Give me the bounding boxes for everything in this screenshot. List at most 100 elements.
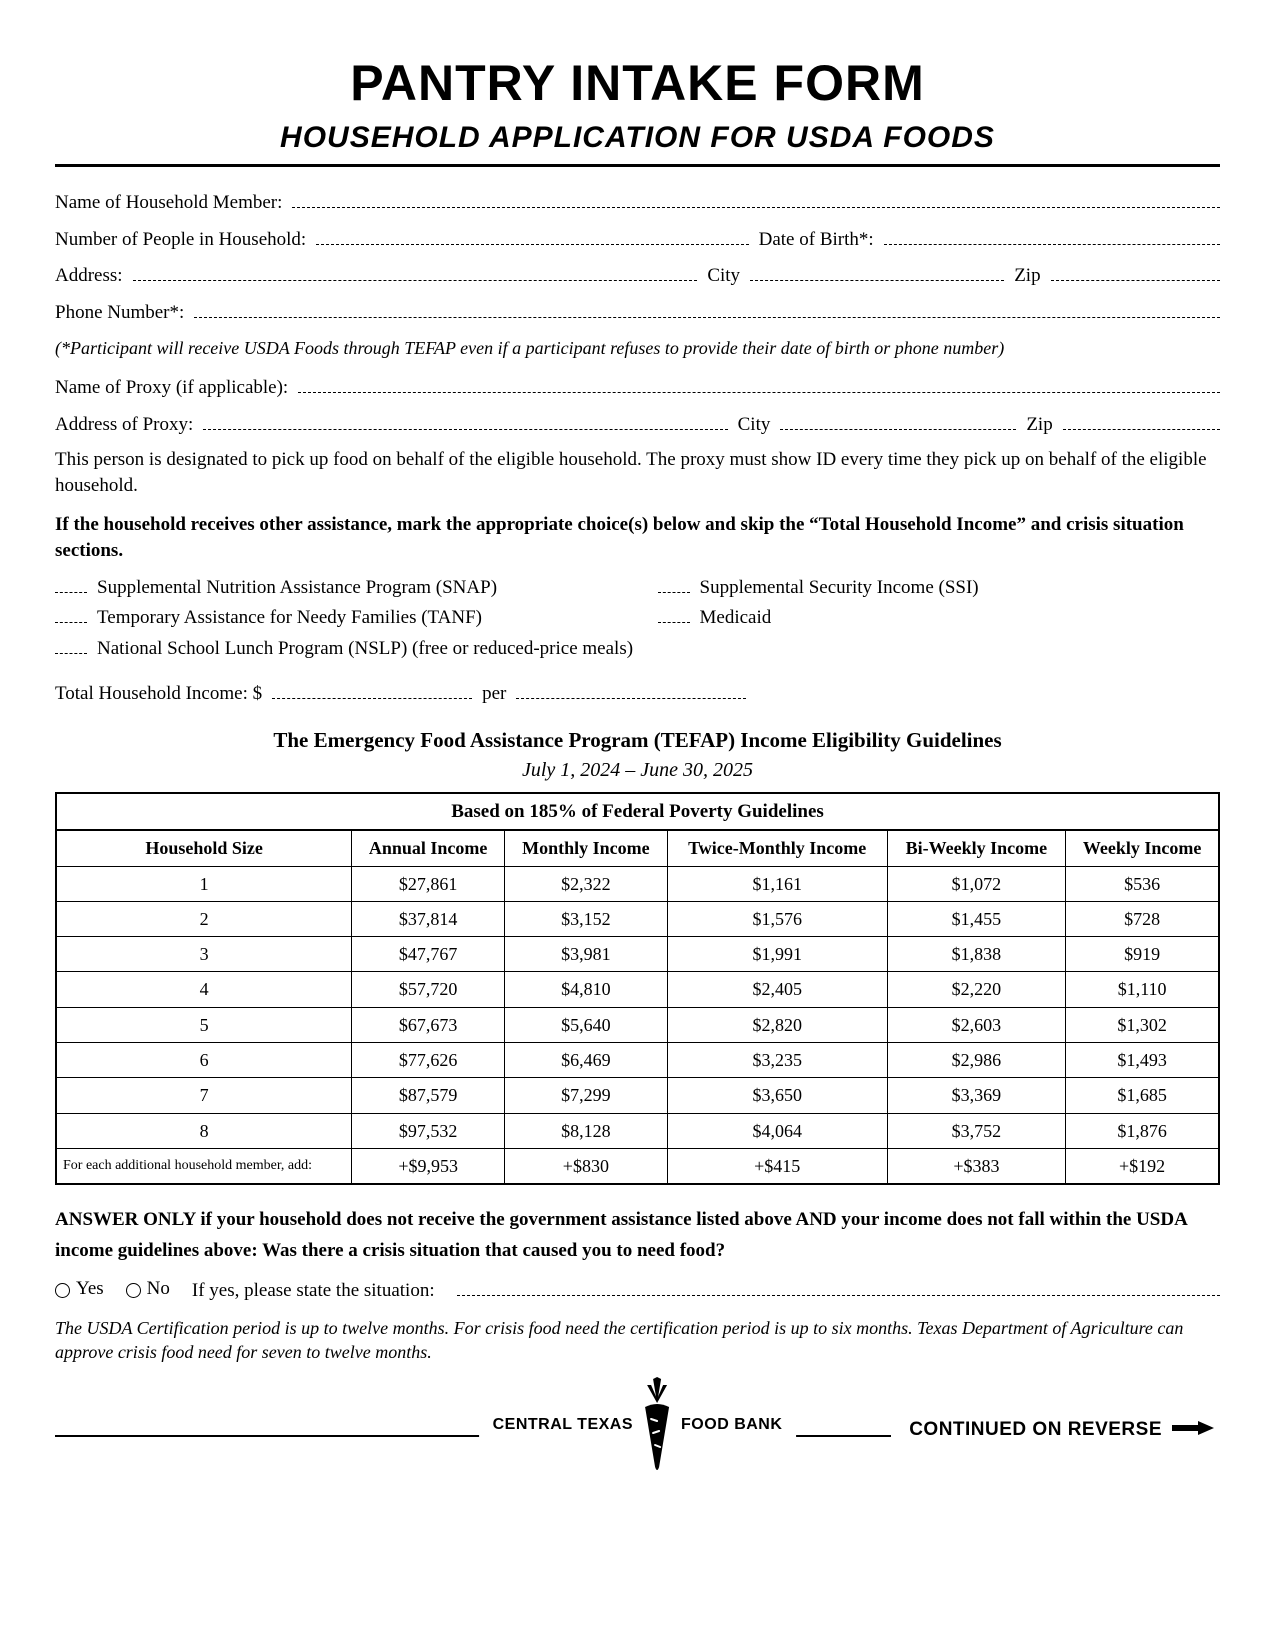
certification-note: The USDA Certification period is up to t… xyxy=(55,1316,1220,1365)
tanf-label: Temporary Assistance for Needy Families … xyxy=(97,605,482,631)
table-cell: $1,876 xyxy=(1066,1113,1219,1148)
tefap-table: Based on 185% of Federal Poverty Guideli… xyxy=(55,792,1220,1186)
table-cell: +$830 xyxy=(504,1148,667,1184)
table-cell: $1,302 xyxy=(1066,1007,1219,1042)
tefap-title: The Emergency Food Assistance Program (T… xyxy=(55,726,1220,754)
table-cell: $8,128 xyxy=(504,1113,667,1148)
table-cell: $47,767 xyxy=(352,937,505,972)
crisis-question: ANSWER ONLY if your household does not r… xyxy=(55,1205,1220,1266)
brand-left: CENTRAL TEXAS xyxy=(493,1414,633,1436)
total-income-per-label: per xyxy=(482,681,506,707)
num-people-label: Number of People in Household: xyxy=(55,227,306,253)
dob-label: Date of Birth*: xyxy=(759,227,874,253)
num-people-field[interactable] xyxy=(316,226,748,245)
table-cell: $1,991 xyxy=(667,937,887,972)
table-cell: $5,640 xyxy=(504,1007,667,1042)
continued-label: CONTINUED ON REVERSE xyxy=(909,1417,1162,1443)
table-cell: $57,720 xyxy=(352,972,505,1007)
table-cell: +$415 xyxy=(667,1148,887,1184)
table-row: 4$57,720$4,810$2,405$2,220$1,110 xyxy=(56,972,1219,1007)
phone-field[interactable] xyxy=(194,299,1220,318)
tefap-col-header: Household Size xyxy=(56,830,352,866)
table-cell: $1,072 xyxy=(887,866,1066,901)
table-cell: $3,650 xyxy=(667,1078,887,1113)
snap-label: Supplemental Nutrition Assistance Progra… xyxy=(97,575,497,601)
page-subtitle: HOUSEHOLD APPLICATION FOR USDA FOODS xyxy=(55,118,1220,159)
name-field[interactable] xyxy=(292,189,1220,208)
crisis-no-label: No xyxy=(147,1276,170,1302)
proxy-zip-field[interactable] xyxy=(1063,411,1220,430)
table-cell: 2 xyxy=(56,901,352,936)
dob-phone-note: (*Participant will receive USDA Foods th… xyxy=(55,336,1220,360)
table-cell: $2,322 xyxy=(504,866,667,901)
proxy-city-field[interactable] xyxy=(780,411,1016,430)
table-cell: $4,810 xyxy=(504,972,667,1007)
nslp-label: National School Lunch Program (NSLP) (fr… xyxy=(97,636,633,662)
table-cell: $67,673 xyxy=(352,1007,505,1042)
table-cell: $37,814 xyxy=(352,901,505,936)
brand-right: FOOD BANK xyxy=(681,1414,782,1436)
table-cell: $6,469 xyxy=(504,1043,667,1078)
total-income-period-field[interactable] xyxy=(516,680,746,699)
tanf-checkbox[interactable] xyxy=(55,604,87,623)
table-cell: 1 xyxy=(56,866,352,901)
proxy-address-label: Address of Proxy: xyxy=(55,412,193,438)
table-cell: $2,220 xyxy=(887,972,1066,1007)
table-row: 1$27,861$2,322$1,161$1,072$536 xyxy=(56,866,1219,901)
carrot-icon xyxy=(639,1375,675,1475)
table-cell: $1,161 xyxy=(667,866,887,901)
table-row: 5$67,673$5,640$2,820$2,603$1,302 xyxy=(56,1007,1219,1042)
table-cell: $2,820 xyxy=(667,1007,887,1042)
table-cell: $87,579 xyxy=(352,1078,505,1113)
table-row: 7$87,579$7,299$3,650$3,369$1,685 xyxy=(56,1078,1219,1113)
table-cell: 3 xyxy=(56,937,352,972)
table-cell: $97,532 xyxy=(352,1113,505,1148)
tefap-col-header: Weekly Income xyxy=(1066,830,1219,866)
table-row: 3$47,767$3,981$1,991$1,838$919 xyxy=(56,937,1219,972)
table-cell: $919 xyxy=(1066,937,1219,972)
table-cell: 4 xyxy=(56,972,352,1007)
crisis-situation-field[interactable] xyxy=(457,1277,1220,1296)
crisis-yes-radio[interactable] xyxy=(55,1283,70,1298)
table-cell: +$9,953 xyxy=(352,1148,505,1184)
table-cell: $1,110 xyxy=(1066,972,1219,1007)
tefap-col-header: Monthly Income xyxy=(504,830,667,866)
crisis-no-radio[interactable] xyxy=(126,1283,141,1298)
table-cell: $1,493 xyxy=(1066,1043,1219,1078)
crisis-ifyes-label: If yes, please state the situation: xyxy=(192,1278,435,1304)
table-cell: $3,369 xyxy=(887,1078,1066,1113)
table-cell: $2,986 xyxy=(887,1043,1066,1078)
nslp-checkbox[interactable] xyxy=(55,635,87,654)
city-field[interactable] xyxy=(750,262,1004,281)
proxy-city-label: City xyxy=(738,412,771,438)
tefap-col-header: Annual Income xyxy=(352,830,505,866)
table-cell: $1,576 xyxy=(667,901,887,936)
total-income-amount-field[interactable] xyxy=(272,680,472,699)
medicaid-checkbox[interactable] xyxy=(658,604,690,623)
table-row: For each additional household member, ad… xyxy=(56,1148,1219,1184)
table-cell: 8 xyxy=(56,1113,352,1148)
table-cell: $3,752 xyxy=(887,1113,1066,1148)
tefap-caption: Based on 185% of Federal Poverty Guideli… xyxy=(56,793,1219,831)
tefap-dates: July 1, 2024 – June 30, 2025 xyxy=(55,757,1220,784)
table-cell: $1,685 xyxy=(1066,1078,1219,1113)
tefap-col-header: Bi-Weekly Income xyxy=(887,830,1066,866)
zip-field[interactable] xyxy=(1051,262,1220,281)
address-field[interactable] xyxy=(133,262,698,281)
proxy-address-field[interactable] xyxy=(203,411,727,430)
ssi-checkbox[interactable] xyxy=(658,574,690,593)
city-label: City xyxy=(707,263,740,289)
table-cell: $3,152 xyxy=(504,901,667,936)
address-label: Address: xyxy=(55,263,123,289)
table-row: 8$97,532$8,128$4,064$3,752$1,876 xyxy=(56,1113,1219,1148)
snap-checkbox[interactable] xyxy=(55,574,87,593)
tefap-col-header: Twice-Monthly Income xyxy=(667,830,887,866)
table-row: 6$77,626$6,469$3,235$2,986$1,493 xyxy=(56,1043,1219,1078)
page-title: PANTRY INTAKE FORM xyxy=(55,50,1220,118)
table-cell: 6 xyxy=(56,1043,352,1078)
table-cell: $27,861 xyxy=(352,866,505,901)
dob-field[interactable] xyxy=(884,226,1220,245)
proxy-name-field[interactable] xyxy=(298,374,1220,393)
table-cell: $77,626 xyxy=(352,1043,505,1078)
table-cell: $3,981 xyxy=(504,937,667,972)
